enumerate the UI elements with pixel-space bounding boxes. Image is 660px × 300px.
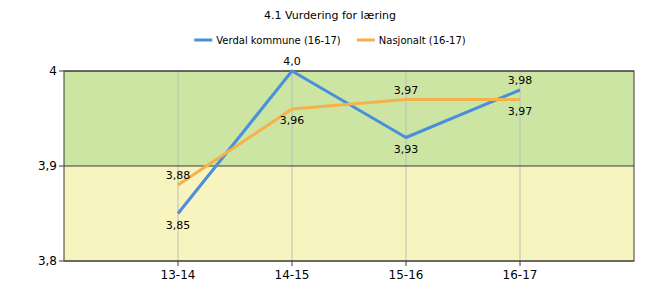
x-tick [520,261,521,266]
legend: Verdal kommune (16-17) Nasjonalt (16-17) [194,35,466,46]
x-tick-label: 14-15 [275,268,310,282]
y-tick [59,261,64,262]
data-label: 3,97 [508,105,533,118]
legend-label: Verdal kommune (16-17) [216,35,341,46]
series-line [178,71,520,214]
y-grid-line [64,166,634,167]
y-tick-label: 3,9 [38,159,57,173]
data-label: 3,88 [166,169,191,182]
data-label: 3,85 [166,219,191,232]
band [64,71,634,166]
data-label: 4,0 [283,55,301,68]
x-tick-label: 13-14 [161,268,196,282]
x-tick [178,261,179,266]
band [64,166,634,261]
chart: 3,8 3,9 4 13-14 14-15 15-16 16-17 3,85 3,88 4,0 3,… [0,0,660,300]
data-label: 3,96 [280,114,305,127]
series-line [178,100,520,186]
series-group [178,71,520,214]
legend-swatch [357,39,375,42]
y-tick [59,166,64,167]
plot-frame [64,71,634,261]
y-tick-label: 4 [49,64,57,78]
page: {"chart_data": {"type": "line", "title":… [0,0,660,300]
data-label: 3,98 [508,74,533,87]
x-tick-label: 15-16 [389,268,424,282]
legend-swatch [194,39,212,42]
data-label: 3,97 [394,84,419,97]
x-tick [292,261,293,266]
legend-label: Nasjonalt (16-17) [379,35,466,46]
y-tick [59,71,64,72]
x-tick-label: 16-17 [503,268,538,282]
title: 4.1 Vurdering for læring [264,9,396,22]
data-label: 3,93 [394,143,419,156]
y-tick-label: 3,8 [38,254,57,268]
x-tick [406,261,407,266]
